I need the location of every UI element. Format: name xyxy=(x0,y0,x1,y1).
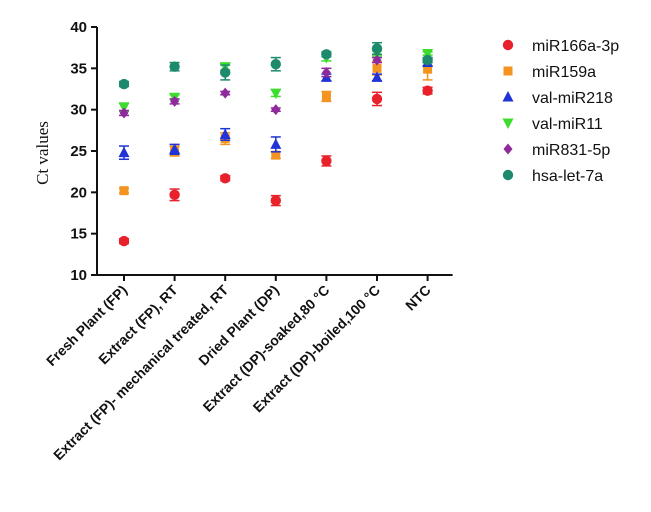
data-point xyxy=(219,128,231,139)
data-point xyxy=(169,61,180,72)
y-tick-label: 40 xyxy=(70,19,87,36)
data-point xyxy=(321,49,332,60)
legend-marker xyxy=(503,66,513,76)
data-point xyxy=(119,107,129,119)
data-point xyxy=(321,155,332,167)
legend-item: val-miR11 xyxy=(502,116,603,133)
legend-marker xyxy=(502,39,514,51)
legend-label: hsa-let-7a xyxy=(532,168,603,185)
legend-marker xyxy=(503,143,513,155)
series-miR166a-3p xyxy=(118,85,433,247)
data-point xyxy=(118,235,130,247)
x-ticks: Fresh Plant (FP)Extract (FP), RTExtract … xyxy=(43,275,434,463)
y-tick-label: 25 xyxy=(70,143,87,160)
legend-label: val-miR11 xyxy=(532,116,603,133)
legend: miR166a-3p miR159a val-miR218 val-miR11 miR8… xyxy=(502,38,619,185)
legend-item: miR166a-3p xyxy=(502,38,619,55)
y-tick-label: 10 xyxy=(70,267,87,284)
data-point xyxy=(372,54,382,66)
y-tick-label: 15 xyxy=(70,226,87,243)
data-point xyxy=(118,146,130,158)
series-val-miR218 xyxy=(118,56,434,161)
data-point xyxy=(169,189,180,201)
legend-item: miR159a xyxy=(503,64,596,81)
legend-marker xyxy=(502,91,514,102)
legend-item: miR831-5p xyxy=(503,142,610,159)
data-point xyxy=(118,78,130,90)
data-point xyxy=(119,186,129,196)
data-point xyxy=(423,64,433,74)
data-point xyxy=(422,85,433,96)
data-point xyxy=(170,95,180,107)
data-point xyxy=(422,54,433,66)
data-point xyxy=(372,63,382,73)
legend-label: miR159a xyxy=(532,64,596,81)
data-point xyxy=(321,91,331,101)
legend-item: val-miR218 xyxy=(502,90,613,107)
data-point xyxy=(220,67,231,78)
data-point xyxy=(270,58,281,70)
legend-item: hsa-let-7a xyxy=(502,168,603,185)
data-point xyxy=(271,150,281,160)
y-tick-label: 35 xyxy=(70,60,87,77)
data-point xyxy=(371,71,383,82)
data-point xyxy=(220,173,231,184)
legend-marker xyxy=(502,118,514,129)
y-axis-label: Ct values xyxy=(33,121,52,185)
data-point xyxy=(371,43,383,54)
x-tick-label: NTC xyxy=(402,282,434,314)
x-tick-label: Extract (FP)- mechanical treated, RT xyxy=(50,281,232,463)
y-ticks: 10 15 20 25 30 35 40 xyxy=(70,19,97,284)
data-point xyxy=(270,88,282,100)
data-point xyxy=(371,93,383,105)
series-hsa-let-7a xyxy=(118,41,433,90)
series-miR159a xyxy=(119,57,433,196)
legend-label: miR831-5p xyxy=(532,142,610,159)
data-point xyxy=(220,87,230,99)
data-point xyxy=(169,143,181,154)
legend-marker xyxy=(502,169,514,181)
data-point xyxy=(270,138,282,149)
legend-label: val-miR218 xyxy=(532,90,613,107)
data-marks xyxy=(118,41,434,247)
legend-label: miR166a-3p xyxy=(532,38,619,55)
y-tick-label: 20 xyxy=(70,184,87,201)
data-point xyxy=(321,66,331,78)
data-point xyxy=(271,104,281,116)
data-point xyxy=(422,48,434,60)
data-point xyxy=(270,195,281,206)
y-tick-label: 30 xyxy=(70,102,87,119)
